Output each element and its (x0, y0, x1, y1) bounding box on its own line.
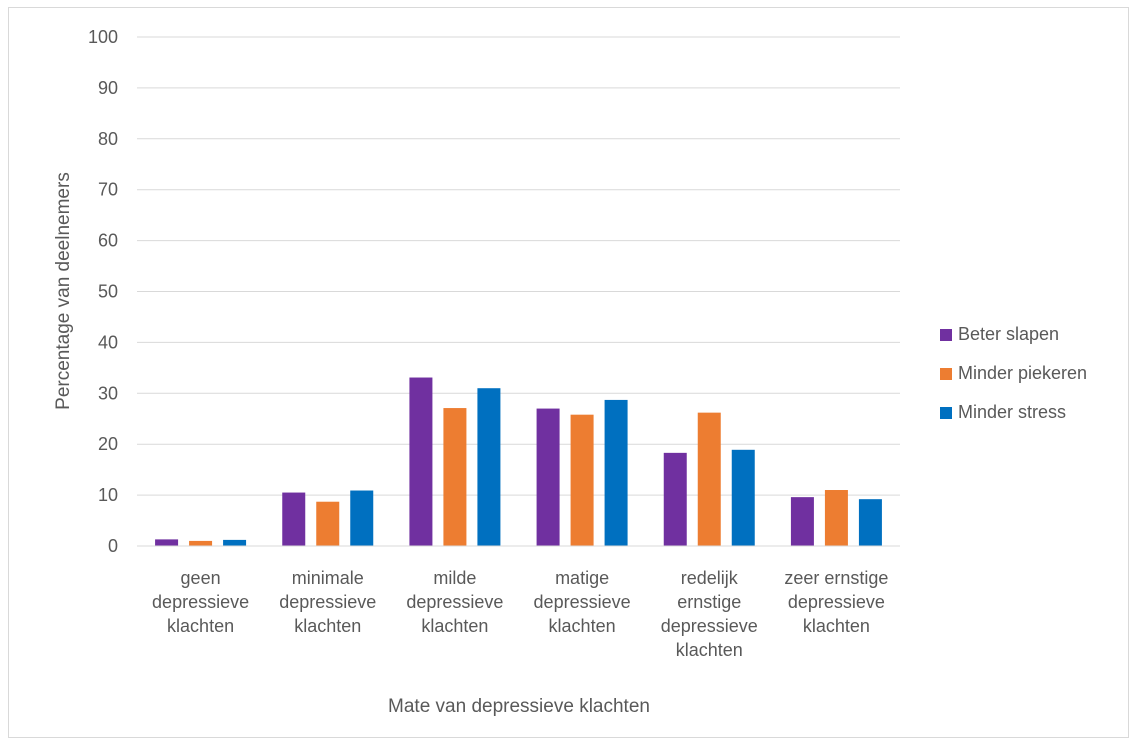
x-tick-label: zeer ernstige depressieve klachten (784, 568, 888, 636)
x-tick-label: redelijk ernstige depressieve klachten (661, 568, 758, 660)
x-tick-label: milde depressieve klachten (406, 568, 503, 636)
y-tick-label: 80 (98, 129, 118, 149)
legend-swatch (940, 368, 952, 380)
x-tick-label: minimale depressieve klachten (279, 568, 376, 636)
gridlines (137, 36, 900, 496)
y-tick-label: 70 (98, 180, 118, 200)
bar-beter-slapen (663, 452, 687, 546)
x-axis-tick-labels: geen depressieve klachten minimale depressie… (152, 568, 888, 660)
bar-beter-slapen (790, 497, 814, 546)
x-axis-title: Mate van depressieve klachten (388, 696, 650, 717)
y-tick-label: 0 (108, 536, 118, 556)
bar-beter-slapen (409, 377, 433, 546)
bar-minder-stress (731, 449, 755, 546)
y-tick-label: 100 (88, 27, 118, 47)
x-tick-label: geen depressieve klachten (152, 568, 249, 636)
bars (155, 377, 882, 546)
legend: Beter slapen Minder piekeren Minder stress (940, 324, 1087, 422)
y-tick-label: 60 (98, 231, 118, 251)
bar-minder-stress (858, 499, 882, 546)
y-tick-label: 20 (98, 434, 118, 454)
bar-minder-piekeren (697, 412, 721, 546)
bar-minder-piekeren (824, 490, 848, 546)
bar-minder-stress (604, 399, 628, 546)
legend-swatch (940, 329, 952, 341)
legend-label: Minder piekeren (958, 363, 1087, 383)
y-axis-title: Percentage van deelnemers (53, 172, 74, 410)
bar-minder-stress (477, 388, 501, 546)
bar-minder-piekeren (189, 540, 213, 546)
y-tick-label: 30 (98, 383, 118, 403)
bar-minder-stress (223, 539, 247, 546)
y-tick-label: 50 (98, 282, 118, 302)
bar-minder-piekeren (443, 408, 467, 546)
y-tick-label: 90 (98, 78, 118, 98)
bar-minder-stress (350, 490, 374, 546)
y-axis-tick-labels: 0 10 20 30 40 50 60 70 80 90 100 (88, 27, 118, 556)
y-tick-label: 10 (98, 485, 118, 505)
bar-beter-slapen (536, 408, 560, 546)
legend-label: Beter slapen (958, 324, 1059, 344)
x-tick-label: matige depressieve klachten (534, 568, 631, 636)
legend-label: Minder stress (958, 402, 1066, 422)
bar-minder-piekeren (570, 414, 594, 546)
bar-beter-slapen (282, 492, 306, 546)
bar-minder-piekeren (316, 501, 340, 546)
y-tick-label: 40 (98, 332, 118, 352)
bar-beter-slapen (155, 539, 179, 546)
legend-swatch (940, 407, 952, 419)
